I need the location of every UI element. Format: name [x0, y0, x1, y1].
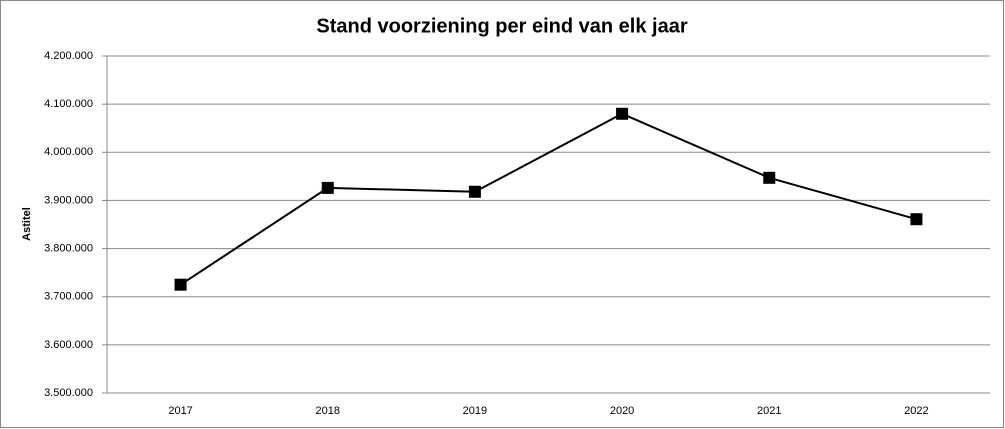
y-tick-label: 3.900.000 [44, 194, 93, 206]
x-tick-label: 2020 [610, 405, 634, 417]
x-tick-label: 2018 [316, 405, 340, 417]
marker [910, 213, 923, 226]
y-tick-label: 3.800.000 [44, 242, 93, 254]
x-tick-label: 2021 [757, 405, 781, 417]
marker [763, 171, 776, 184]
data-line [180, 112, 917, 286]
y-axis-label: Astitel [21, 207, 33, 241]
x-tick-label: 2022 [904, 405, 928, 417]
marker [174, 278, 187, 291]
y-tick-label: 4.200.000 [44, 50, 93, 62]
marker [616, 107, 629, 120]
marker [468, 185, 481, 198]
y-tick-label: 3.500.000 [44, 387, 93, 399]
y-tick-label: 4.100.000 [44, 98, 93, 110]
chart-title: Stand voorziening per eind van elk jaar [316, 15, 687, 37]
y-tick-label: 3.700.000 [44, 291, 93, 303]
x-tick-label: 2017 [168, 405, 192, 417]
marker [321, 181, 334, 194]
y-tick-label: 4.000.000 [44, 146, 93, 158]
y-tick-label: 3.600.000 [44, 339, 93, 351]
x-tick-label: 2019 [463, 405, 487, 417]
